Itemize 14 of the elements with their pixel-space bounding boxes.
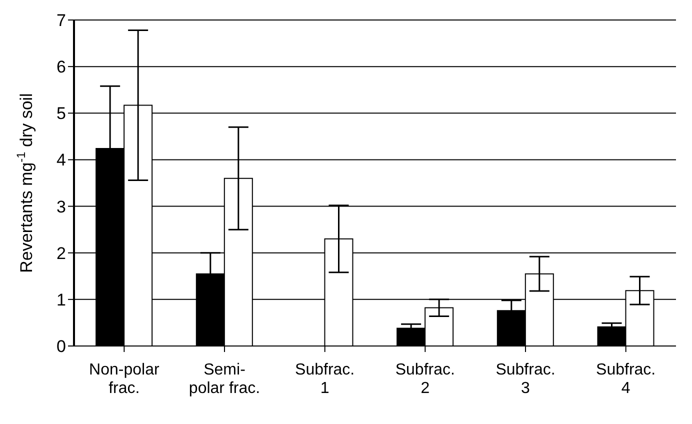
y-tick-label: 1 <box>56 290 66 310</box>
y-tick-label: 3 <box>56 197 66 216</box>
x-tick-label: Subfrac. 4 <box>596 361 656 397</box>
y-tick-label: 4 <box>56 150 66 170</box>
y-tick-label: 2 <box>56 244 66 263</box>
y-tick-label: 6 <box>56 58 66 77</box>
x-tick-label: Subfrac. 1 <box>295 361 355 397</box>
x-tick-label: Non-polar frac. <box>89 361 160 397</box>
x-tick-label: Subfrac. 3 <box>496 361 556 397</box>
y-tick-label: 0 <box>56 337 66 356</box>
y-tick-label: 5 <box>56 104 66 124</box>
y-tick-label: 7 <box>56 11 66 30</box>
x-tick-label: Semi- polar frac. <box>188 361 260 397</box>
x-tick-label: Subfrac. 2 <box>395 361 455 397</box>
